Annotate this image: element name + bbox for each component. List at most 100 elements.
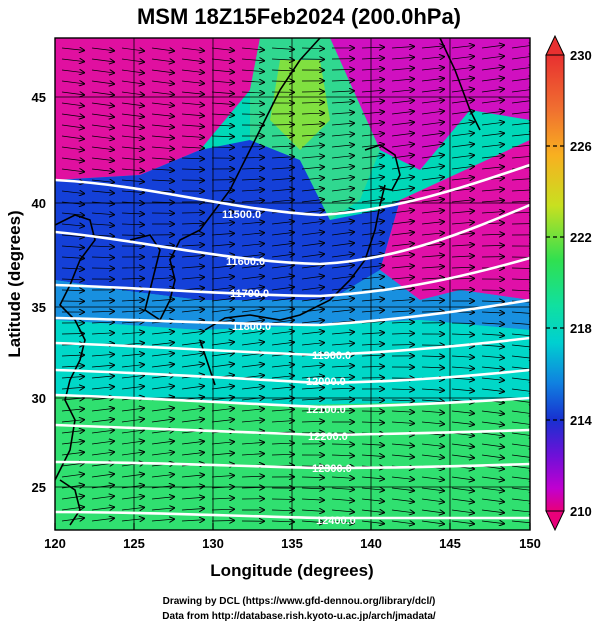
wind-arrow xyxy=(361,177,384,180)
wind-arrow xyxy=(481,133,504,136)
wind-arrow xyxy=(301,488,324,489)
wind-arrow xyxy=(211,136,234,137)
wind-arrow xyxy=(511,89,530,92)
wind-arrow xyxy=(151,125,174,127)
wind-arrow xyxy=(61,355,84,356)
wind-arrow xyxy=(121,92,144,95)
wind-arrow xyxy=(511,400,530,403)
wind-arrow xyxy=(61,114,84,117)
wind-arrow xyxy=(511,312,530,314)
wind-arrow xyxy=(421,367,444,368)
wind-arrow xyxy=(301,124,324,125)
wind-arrow xyxy=(451,189,474,191)
wind-arrow xyxy=(211,48,234,50)
wind-arrow xyxy=(91,507,114,510)
wind-arrow xyxy=(511,190,530,191)
wind-arrow xyxy=(361,422,384,423)
wind-arrow xyxy=(511,67,530,70)
wind-arrow xyxy=(241,342,264,345)
wind-arrow xyxy=(211,453,234,455)
wind-arrow xyxy=(301,145,324,147)
wind-arrow xyxy=(391,68,414,70)
wind-arrow xyxy=(241,92,264,93)
wind-arrow xyxy=(481,455,504,458)
wind-arrow xyxy=(121,300,144,301)
wind-arrow xyxy=(331,80,354,81)
wind-arrow xyxy=(121,332,144,334)
wind-arrow xyxy=(91,92,114,95)
contour-11500 xyxy=(55,163,530,217)
wind-arrow xyxy=(61,463,84,466)
wind-arrow xyxy=(391,455,414,457)
wind-arrow xyxy=(451,211,474,213)
coastlines xyxy=(55,38,481,526)
wind-arrow xyxy=(61,246,84,248)
wind-arrow xyxy=(271,521,294,522)
wind-arrow xyxy=(361,488,384,490)
wind-arrow xyxy=(241,476,264,477)
wind-arrow xyxy=(481,189,504,191)
wind-arrow xyxy=(211,103,234,104)
wind-arrow xyxy=(421,144,444,147)
wind-arrow xyxy=(511,279,530,280)
wind-arrow xyxy=(91,147,114,150)
contour-label: 12400.0 xyxy=(316,515,356,527)
wind-arrow xyxy=(331,488,354,490)
wind-arrow xyxy=(241,48,264,50)
wind-arrow xyxy=(151,103,174,106)
wind-arrow xyxy=(301,189,324,191)
wind-arrow xyxy=(421,78,444,81)
wind-arrow xyxy=(331,399,354,400)
wind-arrow xyxy=(361,355,384,356)
wind-arrow xyxy=(241,244,264,246)
colorbar-tick-label: 222 xyxy=(570,230,592,245)
wind-arrow xyxy=(241,211,264,213)
wind-arrow xyxy=(511,455,530,458)
wind-arrow xyxy=(391,221,414,224)
wind-arrow xyxy=(511,45,530,48)
y-tick-label: 40 xyxy=(32,196,46,211)
wind-arrow xyxy=(301,410,324,411)
wind-arrow xyxy=(361,210,384,213)
y-tick-labels: 45 40 35 30 25 xyxy=(32,90,46,495)
wind-arrow xyxy=(391,444,414,446)
wind-arrow xyxy=(391,144,414,147)
x-tick-labels: 120 125 130 135 140 145 150 xyxy=(44,536,541,551)
wind-arrow xyxy=(61,507,84,510)
wind-arrow xyxy=(181,353,204,356)
wind-arrow xyxy=(451,455,474,458)
wind-arrow xyxy=(181,81,204,83)
wind-arrow xyxy=(181,147,204,148)
wind-arrow xyxy=(271,178,294,180)
wind-arrow xyxy=(211,498,234,499)
wind-arrow xyxy=(61,409,84,411)
wind-arrow xyxy=(211,287,234,290)
wind-arrow xyxy=(91,59,114,62)
wind-arrow xyxy=(121,114,144,117)
wind-arrow xyxy=(181,266,204,268)
wind-arrow xyxy=(151,278,174,279)
wind-arrow xyxy=(331,477,354,478)
wind-arrow xyxy=(451,155,474,158)
wind-arrow xyxy=(271,254,294,257)
wind-arrow xyxy=(481,444,504,447)
wind-arrow xyxy=(451,78,474,81)
wind-arrow xyxy=(421,455,444,458)
wind-arrow xyxy=(301,287,324,290)
colorbar-tick-label: 214 xyxy=(570,413,592,428)
wind-arrow xyxy=(241,265,264,268)
wind-arrow xyxy=(61,474,84,477)
wind-arrow xyxy=(181,486,204,488)
wind-arrow xyxy=(181,441,204,444)
wind-arrow xyxy=(61,103,84,106)
wind-arrow xyxy=(391,177,414,180)
wind-arrow xyxy=(361,90,384,92)
wind-arrow xyxy=(151,441,174,444)
wind-arrow xyxy=(121,485,144,488)
y-axis-label: Latitude (degrees) xyxy=(5,210,24,357)
wind-arrow xyxy=(91,48,114,51)
wind-arrow xyxy=(181,386,204,389)
wind-arrow xyxy=(391,411,414,412)
wind-arrow xyxy=(211,114,234,115)
wind-arrow xyxy=(211,509,234,510)
